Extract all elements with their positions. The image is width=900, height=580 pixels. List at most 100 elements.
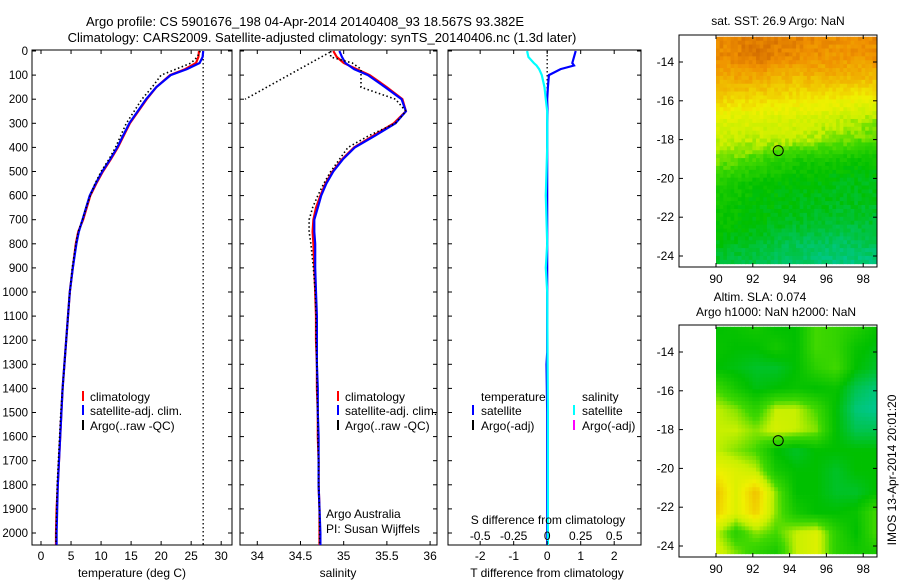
map-cell — [850, 440, 855, 445]
map-cell — [745, 377, 750, 382]
map-cell — [774, 36, 779, 42]
map-cell — [752, 377, 757, 382]
map-cell — [832, 452, 837, 457]
map-cell — [850, 228, 855, 233]
map-cell — [799, 408, 804, 414]
map-cell — [759, 208, 764, 214]
map-cell — [803, 373, 808, 379]
map-cell — [726, 463, 731, 469]
map-cell — [785, 95, 790, 100]
depth-tick-label: 100 — [9, 70, 28, 82]
map-cell — [825, 420, 830, 426]
map-cell — [836, 205, 841, 210]
legend-label: climatology — [90, 390, 150, 404]
map-cell — [741, 440, 746, 445]
map-cell — [756, 177, 761, 182]
map-cell — [719, 483, 724, 488]
map-cell — [730, 68, 735, 73]
map-cell — [752, 115, 757, 120]
map-cell — [770, 91, 775, 96]
map-cell — [865, 75, 870, 81]
map-cell — [814, 424, 819, 429]
map-cell — [799, 358, 804, 363]
map-cell — [763, 401, 768, 406]
map-cell — [865, 424, 870, 429]
map-cell — [756, 381, 761, 386]
map-cell — [719, 138, 724, 143]
map-cell — [854, 83, 859, 89]
map-cell — [803, 377, 808, 382]
map-cell — [846, 146, 852, 151]
map-cell — [737, 428, 742, 433]
map-cell — [781, 377, 786, 382]
map-cell — [806, 475, 811, 480]
map-cell — [756, 338, 761, 343]
map-cell — [799, 424, 804, 429]
map-cell — [781, 436, 786, 441]
map-cell — [843, 514, 848, 519]
map-cell — [810, 48, 815, 53]
map-cell — [734, 330, 739, 335]
map-cell — [785, 483, 790, 488]
map-cell — [825, 126, 830, 132]
map-cell — [792, 126, 797, 132]
map-cell — [716, 330, 721, 335]
map-cell — [748, 36, 753, 42]
map-cell — [719, 428, 724, 433]
map-cell — [803, 208, 808, 214]
map-cell — [799, 236, 804, 241]
map-cell — [846, 134, 852, 139]
map-cell — [781, 385, 786, 390]
map-cell — [836, 75, 841, 81]
map-cell — [839, 479, 844, 484]
map-cell — [792, 259, 797, 265]
map-cell — [752, 103, 757, 108]
map-cell — [774, 99, 779, 104]
map-cell — [774, 138, 779, 143]
map-cell — [872, 259, 877, 265]
map-cell — [788, 220, 793, 226]
map-cell — [872, 381, 877, 386]
map-cell — [861, 228, 866, 233]
map-cell — [785, 44, 790, 49]
map-cell — [814, 75, 819, 81]
map-cell — [763, 212, 768, 218]
map-cell — [868, 502, 873, 508]
map-cell — [788, 444, 793, 449]
map-cell — [748, 452, 753, 457]
map-cell — [770, 369, 775, 375]
depth-tick-label: 1200 — [2, 335, 28, 347]
map-cell — [752, 259, 757, 265]
map-cell — [825, 389, 830, 394]
map-cell — [854, 107, 859, 112]
map-cell — [777, 216, 782, 222]
map-cell — [814, 126, 819, 132]
map-cell — [803, 369, 808, 375]
map-cell — [861, 495, 866, 500]
map-cell — [865, 142, 870, 147]
map-cell — [737, 252, 742, 257]
map-cell — [788, 68, 793, 73]
map-cell — [799, 475, 804, 480]
map-cell — [726, 189, 731, 194]
map-cell — [777, 142, 782, 147]
map-cell — [872, 248, 877, 253]
map-cell — [850, 205, 855, 210]
map-cell — [817, 91, 822, 96]
map-cell — [865, 428, 870, 433]
map-cell — [872, 354, 877, 359]
map-cell — [828, 212, 833, 218]
depth-tick-label: 1000 — [2, 287, 28, 299]
map-cell — [763, 369, 768, 375]
map-cell — [814, 232, 819, 237]
map-cell — [756, 502, 761, 508]
map-cell — [843, 158, 848, 163]
lat-tick-label: -18 — [657, 133, 675, 147]
map-cell — [763, 495, 768, 500]
map-cell — [836, 455, 841, 461]
map-cell — [748, 115, 753, 120]
map-cell — [810, 365, 815, 371]
map-cell — [850, 75, 855, 81]
map-cell — [850, 412, 855, 418]
map-cell — [806, 487, 811, 492]
